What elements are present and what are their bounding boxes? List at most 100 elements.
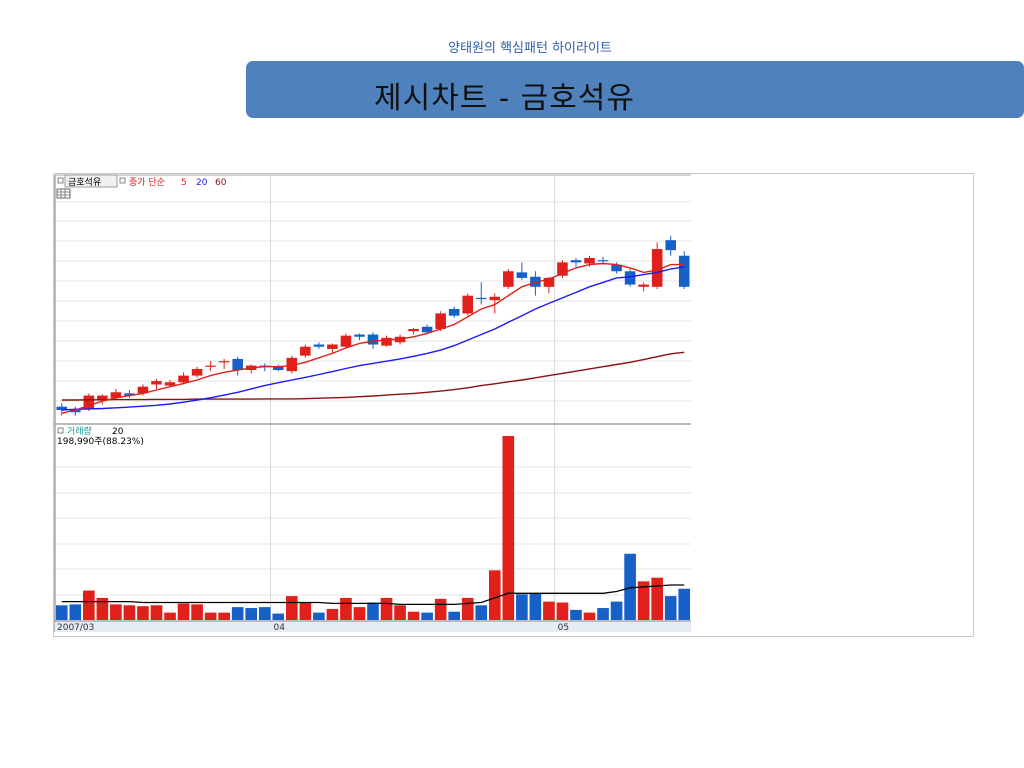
candle: [638, 284, 649, 287]
x-axis-band: [55, 622, 691, 632]
volume-bar: [164, 612, 176, 620]
volume-bar: [664, 596, 677, 620]
volume-bar: [245, 608, 258, 620]
candle: [97, 395, 108, 401]
volume-bar: [353, 607, 366, 620]
candle: [124, 393, 135, 396]
volume-bar: [610, 601, 623, 620]
volume-readout: 198,990주(88.23%): [57, 436, 144, 447]
candle: [178, 375, 189, 383]
table-icon[interactable]: [56, 188, 71, 199]
volume-bar: [678, 588, 691, 620]
candle: [570, 260, 582, 263]
ma5-line: [61, 262, 685, 414]
candle: [665, 240, 676, 251]
candle: [611, 264, 622, 272]
volume-bar: [637, 581, 650, 620]
volume-bar: [96, 597, 109, 620]
candle: [56, 406, 68, 411]
candle: [327, 344, 338, 349]
candle: [435, 313, 446, 329]
volume-ma-line: [61, 584, 685, 606]
candle: [205, 365, 216, 367]
indicator-label: 종가 단순: [129, 177, 165, 188]
candle: [584, 257, 595, 264]
candle: [448, 309, 460, 316]
x-tick-label: 05: [558, 623, 569, 633]
candle: [313, 344, 325, 347]
volume-ma-period: 20: [112, 427, 124, 437]
candle: [489, 296, 501, 301]
candle: [164, 382, 176, 386]
moving-average-lines: [61, 262, 685, 414]
candle: [191, 368, 203, 376]
volume-bar: [448, 611, 461, 620]
volume-bar: [83, 590, 95, 620]
candle: [408, 328, 419, 332]
volume-bar: [137, 606, 149, 620]
candle: [300, 346, 311, 356]
volume-bar: [502, 436, 515, 620]
volume-bar: [150, 605, 163, 620]
candle: [286, 357, 298, 372]
ma-period-20: 20: [196, 178, 208, 188]
volume-bar: [543, 601, 555, 620]
volume-bar: [556, 602, 569, 620]
candle: [462, 295, 474, 314]
volume-bar: [488, 570, 501, 620]
title-banner: [246, 61, 1024, 118]
volume-bar: [516, 594, 528, 620]
candle: [70, 410, 81, 413]
ma-period-5: 5: [181, 178, 187, 188]
volume-bar: [380, 597, 393, 620]
candle: [381, 337, 392, 346]
candle: [543, 277, 555, 287]
x-tick-label: 2007/03: [57, 623, 94, 633]
candle: [557, 262, 568, 276]
volume-bar: [204, 612, 217, 620]
candle: [340, 335, 352, 347]
volume-bar: [651, 577, 663, 620]
volume-bar: [191, 604, 203, 620]
volume-bar: [258, 607, 271, 620]
volume-bar: [177, 603, 190, 620]
volume-bar: [340, 597, 352, 620]
x-tick-label: 04: [274, 623, 286, 633]
volume-bar: [583, 612, 596, 620]
volume-bar: [597, 608, 609, 620]
stock-label: 금호석유: [68, 177, 101, 188]
candle: [367, 334, 379, 345]
volume-bar: [69, 604, 82, 620]
volume-bar: [624, 553, 636, 620]
volume-bar: [285, 596, 298, 620]
volume-bar: [272, 613, 285, 620]
candle: [232, 358, 243, 371]
volume-bar: [367, 602, 379, 620]
legend-marker-icon: [57, 427, 64, 434]
volume-bar: [407, 611, 420, 620]
chart-grid: [54, 174, 691, 632]
candle: [83, 395, 95, 409]
candles: [56, 235, 690, 416]
volume-bar: [218, 612, 230, 620]
legend-marker-icon: [57, 177, 64, 184]
volume-bar: [55, 605, 68, 620]
volume-bar: [231, 607, 244, 620]
volume-bar: [570, 609, 582, 620]
volume-bar: [461, 597, 474, 620]
ma20-line: [61, 266, 685, 411]
volume-bar: [326, 608, 339, 620]
legend-marker-icon: [119, 177, 126, 184]
candle: [151, 381, 162, 385]
candle: [218, 361, 230, 363]
slide-subtitle: 양태원의 핵심패턴 하이라이트: [448, 41, 612, 56]
volume-bar: [299, 602, 312, 620]
stock-label-box[interactable]: [64, 174, 118, 188]
candle: [421, 326, 433, 333]
volume-bar: [313, 612, 325, 620]
candle: [354, 334, 365, 337]
volume-bars: [55, 436, 691, 620]
candle: [475, 297, 487, 300]
volume-bar: [110, 604, 122, 620]
